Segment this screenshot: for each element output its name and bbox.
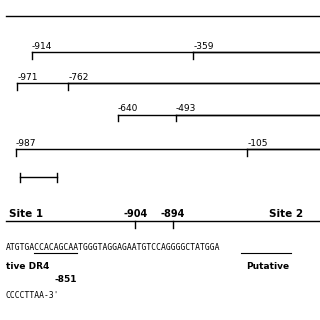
Text: -762: -762 [68,73,89,82]
Text: Putative: Putative [246,262,289,271]
Text: -971: -971 [18,73,38,82]
Text: -359: -359 [194,42,214,51]
Text: -987: -987 [16,139,36,148]
Text: CCCCTTAA-3': CCCCTTAA-3' [6,291,60,300]
Text: Site 2: Site 2 [269,209,303,219]
Text: -640: -640 [118,104,138,113]
Text: -894: -894 [161,209,185,219]
Text: Site 1: Site 1 [9,209,43,219]
Text: -904: -904 [123,209,148,219]
Text: -105: -105 [247,139,268,148]
Text: -851: -851 [54,275,77,284]
Text: tive DR4: tive DR4 [6,262,49,271]
Text: ATGTGACCACAGCAATGGGTAGGAGAATGTCCAGGGGCTATGGA: ATGTGACCACAGCAATGGGTAGGAGAATGTCCAGGGGCTA… [6,243,220,252]
Text: -914: -914 [32,42,52,51]
Text: -493: -493 [176,104,196,113]
